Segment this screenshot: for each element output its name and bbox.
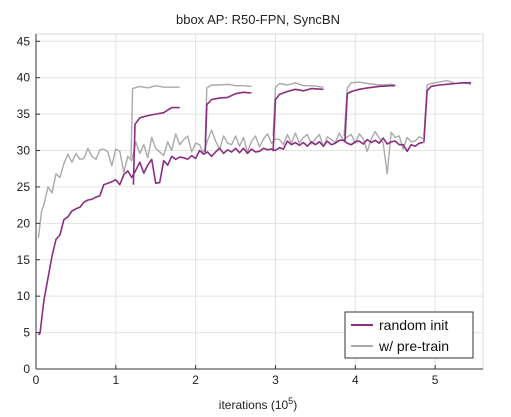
y-tick-label: 5 [23, 326, 30, 340]
y-tick-label: 25 [17, 180, 31, 194]
legend-label-pretrain: w/ pre-train [378, 338, 449, 354]
x-tick-label: 3 [272, 373, 279, 387]
y-tick-label: 40 [17, 71, 31, 85]
series-random-init-line-1 [132, 106, 180, 185]
x-tick-label: 5 [432, 373, 439, 387]
x-tick-label: 2 [192, 373, 199, 387]
legend-label-random-init: random init [379, 317, 448, 333]
y-tick-label: 45 [17, 34, 31, 48]
series-w-pre-train-line-5 [423, 79, 472, 137]
series-w-pre-train-line-0 [37, 129, 424, 238]
series-w-pre-train-line-1 [130, 85, 180, 158]
x-tick-label: 4 [352, 373, 359, 387]
series-random-init-line-3 [272, 87, 324, 152]
y-tick-label: 10 [17, 289, 31, 303]
series-w-pre-train-line-4 [343, 81, 396, 137]
x-tick-label: 0 [33, 373, 40, 387]
y-tick-label: 15 [17, 253, 31, 267]
y-tick-label: 20 [17, 216, 31, 230]
y-tick-label: 30 [17, 144, 31, 158]
series-random-init-line-0 [37, 137, 424, 336]
chart-title: bbox AP: R50-FPN, SyncBN [176, 12, 340, 27]
series-random-init-line-2 [204, 91, 252, 153]
legend: random init w/ pre-train [344, 311, 474, 359]
x-axis-label-exponent: 5 [288, 396, 293, 406]
x-axis-label: iterations (105) [219, 396, 297, 412]
series-random-init-line-4 [344, 84, 396, 142]
series-random-init-line-5 [423, 82, 471, 143]
x-axis-label-suffix: ) [293, 398, 297, 412]
x-axis-label-main: iterations (10 [219, 398, 289, 412]
series-w-pre-train-line-3 [272, 82, 324, 137]
series-w-pre-train-line-2 [204, 83, 252, 142]
x-tick-label: 1 [112, 373, 119, 387]
series-layer [37, 79, 472, 336]
legend-box [344, 311, 474, 359]
y-tick-label: 0 [23, 362, 30, 376]
y-tick-label: 35 [17, 107, 31, 121]
